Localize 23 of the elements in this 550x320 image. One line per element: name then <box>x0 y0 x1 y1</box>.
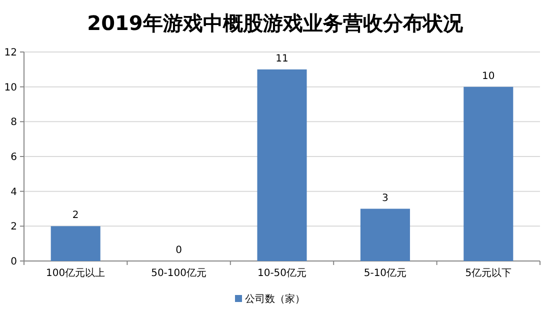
y-tick-label: 6 <box>10 152 17 163</box>
legend-label: 公司数（家） <box>245 293 305 305</box>
data-label: 3 <box>382 192 388 204</box>
y-tick-label: 10 <box>4 82 17 94</box>
data-label: 2 <box>72 210 79 222</box>
bar <box>50 226 100 261</box>
y-tick-label: 0 <box>10 256 17 268</box>
chart-title: 2019年游戏中概股游戏业务营收分布状况 <box>87 11 464 35</box>
x-tick-label: 5-10亿元 <box>364 268 407 279</box>
bar <box>360 208 410 261</box>
y-tick-label: 8 <box>10 117 17 128</box>
x-tick-label: 10-50亿元 <box>257 268 307 279</box>
x-tick-label: 100亿元以上 <box>46 267 106 279</box>
y-tick-label: 2 <box>10 222 17 233</box>
y-tick-label: 12 <box>4 48 17 58</box>
y-tick-label: 4 <box>10 186 17 198</box>
data-label: 11 <box>276 53 288 64</box>
bar <box>464 86 514 261</box>
x-tick-label: 50-100亿元 <box>151 268 207 279</box>
data-label: 10 <box>482 70 495 82</box>
data-label: 0 <box>176 245 182 256</box>
bar <box>257 69 307 261</box>
x-tick-label: 5亿元以下 <box>465 267 512 279</box>
